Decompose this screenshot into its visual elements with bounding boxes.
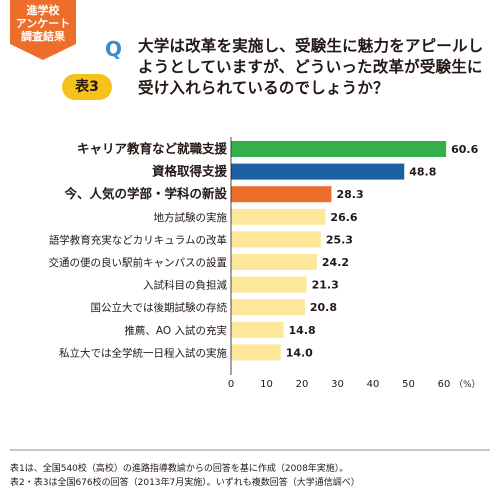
bar [231,186,332,203]
table-number-label: 表3 [62,74,112,100]
data-label: 21.3 [312,279,339,292]
data-label: 24.2 [322,256,349,269]
bar [231,299,305,316]
category-label: 入試科目の負担減 [143,279,227,292]
x-tick-label: 60 [438,379,451,390]
data-label: 20.8 [310,301,337,314]
footnote-line: 表2・表3は全国676校の回答（2013年7月実施）。いずれも複数回答（大学通信… [10,478,360,488]
x-tick-label: 50 [402,379,415,390]
data-label: 26.6 [330,211,357,224]
x-tick-label: 10 [260,379,273,390]
bar [231,254,317,270]
data-label: 48.8 [409,166,436,179]
bar [231,231,321,248]
survey-badge: 進学校 アンケート 調査結果 [10,0,76,60]
badge-shape [10,0,76,60]
category-label: 交通の便の良い駅前キャンパスの設置 [49,256,228,269]
category-label: 今、人気の学部・学科の新設 [63,186,227,201]
data-label: 28.3 [336,188,363,201]
data-label: 14.0 [286,346,313,359]
bar [231,141,447,157]
data-label: 14.8 [289,324,316,337]
bar [231,276,307,293]
category-label: 国公立大では後期試験の存続 [91,301,228,314]
badge-text: 進学校 アンケート 調査結果 [10,4,76,43]
category-label: 資格取得支援 [152,164,228,179]
x-tick-label: 40 [367,379,380,390]
x-unit-label: （%） [454,379,481,390]
question-text: 大学は改革を実施し、受験生に魅力をアピールしようとしていますが、どういった改革が… [138,37,484,97]
category-label: 私立大では全学統一日程入試の実施 [59,346,227,359]
data-label: 60.6 [451,143,478,156]
question-mark-icon: Q [105,37,123,61]
badge-line: 進学校 [26,4,60,17]
footnotes: 表1は、全国540校（高校）の進路指導教諭からの回答を基に作成（2008年実施）… [10,462,490,490]
category-label: 地方試験の実施 [154,211,228,224]
bar [231,163,405,180]
x-tick-label: 0 [228,379,234,390]
footnote-line: 表1は、全国540校（高校）の進路指導教諭からの回答を基に作成（2008年実施）… [10,464,349,474]
bar [231,344,281,361]
x-tick-label: 20 [296,379,309,390]
bar [231,321,284,338]
badge-line: アンケート [15,17,71,30]
data-label: 25.3 [326,233,353,246]
badge-line: 調査結果 [21,30,65,43]
category-label: 語学教育充実などカリキュラムの改革 [49,233,227,246]
bar [231,208,326,225]
x-tick-label: 30 [331,379,344,390]
category-label: キャリア教育など就職支援 [77,141,228,156]
category-label: 推薦、AO 入試の充実 [124,324,227,337]
